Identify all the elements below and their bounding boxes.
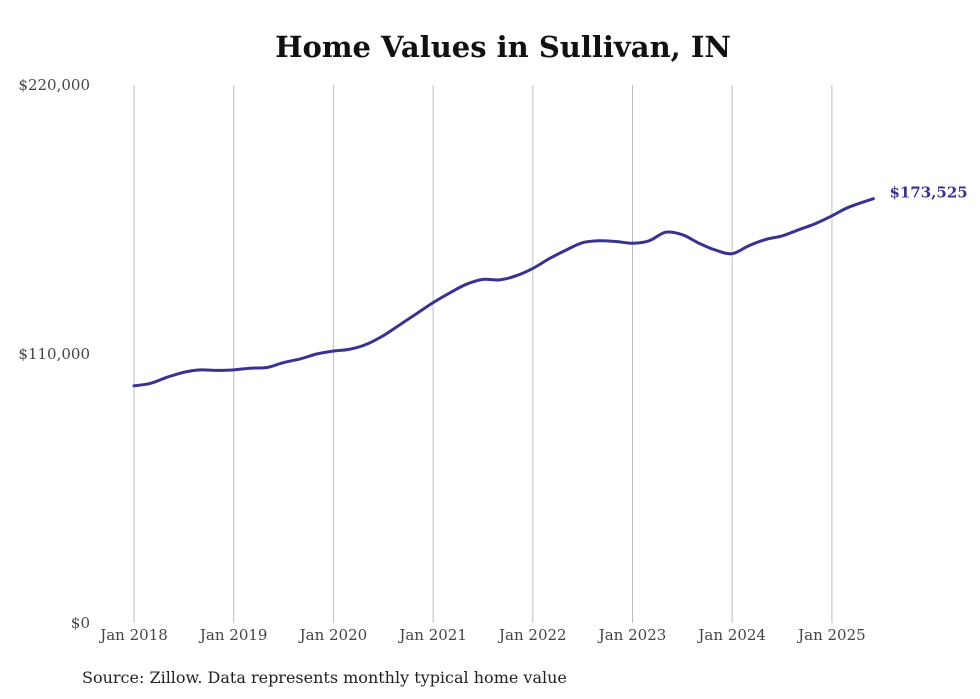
y-tick-label: $220,000 (18, 76, 90, 94)
x-tick-label: Jan 2019 (198, 626, 268, 644)
end-value-label: $173,525 (889, 184, 967, 202)
gridlines (133, 85, 833, 623)
x-tick-label: Jan 2025 (796, 626, 866, 644)
y-tick-label: $0 (71, 614, 90, 632)
x-axis-ticks: Jan 2018 Jan 2019 Jan 2020 Jan 2021 Jan 2022… (98, 626, 865, 644)
chart-title: Home Values in Sullivan, IN (275, 30, 731, 64)
series-layer (132, 197, 875, 388)
x-tick-label: Jan 2020 (298, 626, 368, 644)
x-tick-label: Jan 2021 (397, 626, 467, 644)
x-tick-label: Jan 2024 (696, 626, 766, 644)
x-tick-label: Jan 2018 (98, 626, 168, 644)
source-note: Source: Zillow. Data represents monthly … (82, 668, 567, 687)
series-line (132, 197, 875, 388)
y-axis-ticks: $0 $110,000 $220,000 (18, 76, 90, 632)
x-tick-label: Jan 2022 (497, 626, 567, 644)
x-tick-label: Jan 2023 (597, 626, 667, 644)
y-tick-label: $110,000 (18, 345, 90, 363)
end-label-layer: $173,525 (889, 184, 967, 202)
